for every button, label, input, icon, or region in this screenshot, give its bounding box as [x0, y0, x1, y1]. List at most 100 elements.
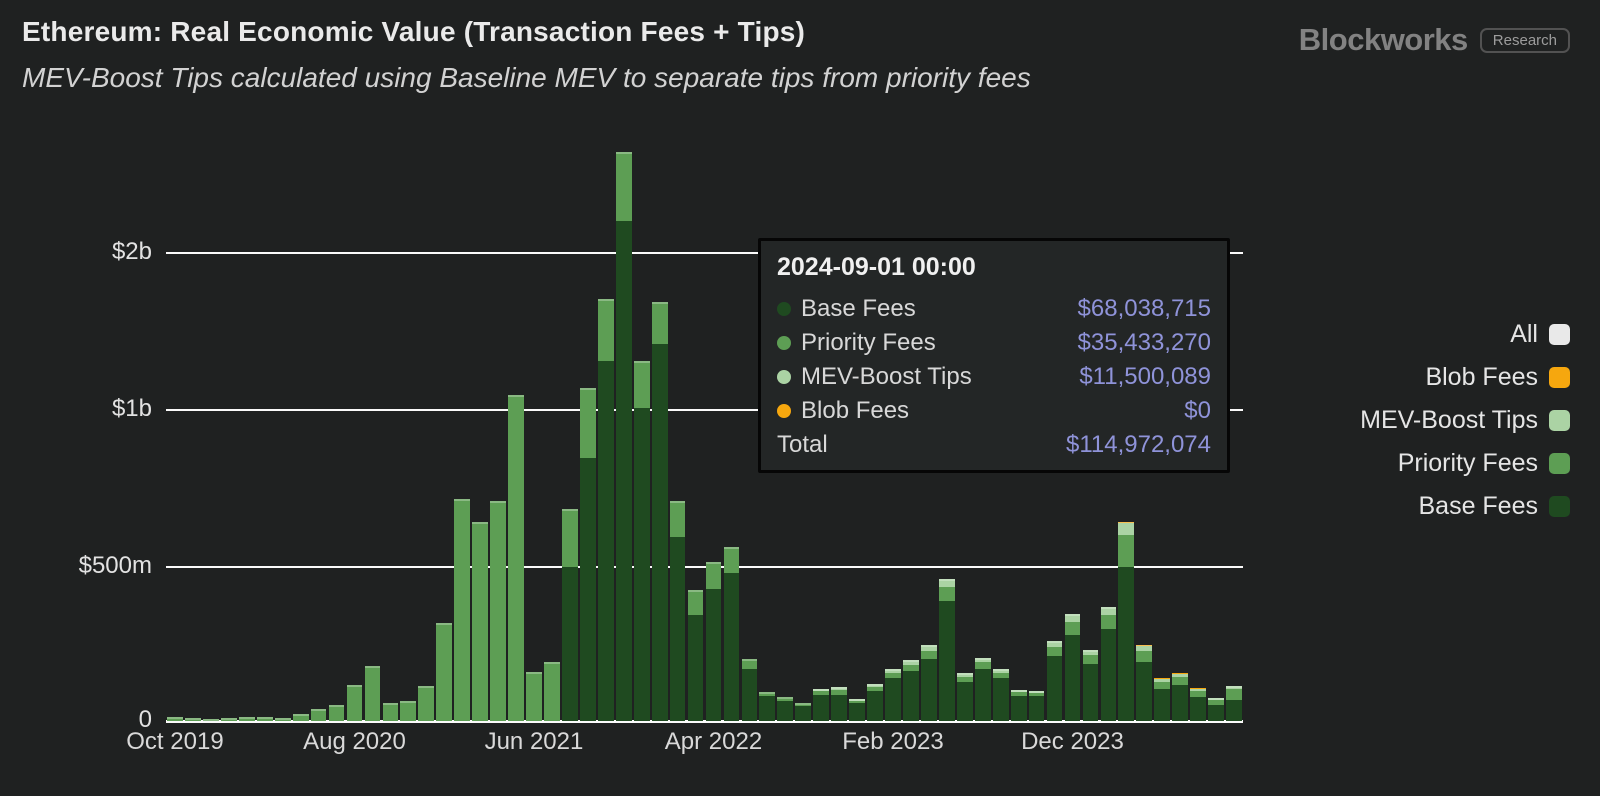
- legend-item-mev-boost-tips[interactable]: MEV-Boost Tips: [1360, 403, 1570, 437]
- segment-priority-2019-12: [203, 718, 219, 721]
- bar-2024-02[interactable]: [1100, 607, 1117, 721]
- bar-2023-02[interactable]: [885, 668, 901, 721]
- bar-2022-06[interactable]: [741, 659, 758, 721]
- bar-2020-12[interactable]: [418, 685, 435, 721]
- segment-base-2024-05: [1154, 688, 1171, 721]
- x-tick-label: Oct 2019: [126, 728, 224, 755]
- gridline-2b: [166, 252, 1243, 254]
- bar-2021-01[interactable]: [436, 623, 453, 721]
- segment-base-2023-07: [974, 669, 991, 721]
- segment-base-2023-05: [938, 600, 955, 721]
- bar-2020-11[interactable]: [400, 700, 417, 721]
- bar-2021-03[interactable]: [472, 521, 488, 721]
- bar-2022-05[interactable]: [723, 547, 740, 721]
- bar-2020-02[interactable]: [238, 716, 255, 721]
- bar-2022-08[interactable]: [777, 696, 794, 721]
- bar-2022-03[interactable]: [687, 590, 704, 721]
- bar-2020-05[interactable]: [292, 714, 309, 721]
- bar-2023-10[interactable]: [1028, 691, 1045, 721]
- segment-base-2022-10: [813, 695, 830, 721]
- segment-base-2022-01: [651, 343, 668, 721]
- bar-2021-10[interactable]: [597, 299, 614, 721]
- bar-2022-04[interactable]: [705, 562, 722, 721]
- legend-item-base-fees[interactable]: Base Fees: [1418, 489, 1570, 523]
- bar-2024-09[interactable]: [1226, 685, 1242, 721]
- segment-priority-2024-02: [1100, 615, 1117, 629]
- bar-2022-01[interactable]: [651, 302, 668, 721]
- research-badge: Research: [1479, 27, 1570, 53]
- segment-priority-2020-11: [400, 700, 417, 721]
- bar-2021-11[interactable]: [615, 151, 632, 721]
- bar-2023-08[interactable]: [992, 668, 1009, 721]
- segment-priority-2024-08: [1208, 700, 1224, 705]
- segment-base-2022-12: [849, 703, 865, 721]
- segment-priority-2020-03: [256, 716, 273, 721]
- bar-2023-11[interactable]: [1046, 640, 1063, 721]
- segment-base-2024-03: [1118, 566, 1135, 721]
- bar-2024-04[interactable]: [1136, 644, 1153, 721]
- bar-2019-11[interactable]: [185, 717, 201, 721]
- legend-item-priority-fees[interactable]: Priority Fees: [1398, 446, 1570, 480]
- segment-priority-2024-07: [1190, 691, 1206, 697]
- bar-2021-09[interactable]: [579, 388, 596, 721]
- bar-2021-06[interactable]: [526, 671, 542, 721]
- segment-base-2024-04: [1136, 662, 1153, 721]
- bar-2022-10[interactable]: [813, 688, 830, 721]
- segment-priority-2024-09: [1226, 689, 1242, 701]
- segment-priority-2020-06: [310, 709, 327, 721]
- bar-2020-07[interactable]: [328, 704, 345, 721]
- segment-priority-2022-01: [651, 302, 668, 344]
- bar-2021-05[interactable]: [508, 394, 524, 721]
- bar-2019-10[interactable]: [167, 717, 183, 721]
- legend-item-all[interactable]: All: [1510, 317, 1570, 351]
- bar-2021-12[interactable]: [633, 361, 650, 721]
- bar-2023-12[interactable]: [1064, 614, 1081, 721]
- bar-2021-02[interactable]: [454, 498, 471, 721]
- bar-2024-01[interactable]: [1082, 650, 1099, 721]
- bar-2020-01[interactable]: [220, 718, 237, 721]
- bar-2023-09[interactable]: [1010, 690, 1027, 721]
- bar-2021-08[interactable]: [562, 508, 578, 721]
- segment-priority-2023-08: [992, 672, 1009, 678]
- bar-2021-07[interactable]: [544, 661, 560, 721]
- bar-2023-07[interactable]: [974, 657, 991, 721]
- bar-2022-12[interactable]: [849, 699, 865, 721]
- bar-2022-09[interactable]: [795, 703, 812, 721]
- bar-2024-06[interactable]: [1172, 672, 1189, 721]
- y-tick-label: $500m: [78, 552, 152, 579]
- tooltip-row-label: Blob Fees: [801, 397, 910, 424]
- y-tick-label: $1b: [111, 395, 152, 422]
- bar-2024-07[interactable]: [1190, 688, 1206, 721]
- segment-base-2023-01: [867, 690, 883, 721]
- segment-base-2023-02: [885, 678, 901, 721]
- bar-2020-04[interactable]: [274, 717, 291, 721]
- bar-2024-08[interactable]: [1208, 697, 1224, 721]
- bar-2022-11[interactable]: [831, 687, 847, 721]
- bar-2023-04[interactable]: [921, 644, 937, 721]
- bar-2024-05[interactable]: [1154, 677, 1171, 721]
- bar-2023-01[interactable]: [867, 684, 883, 721]
- bar-2021-04[interactable]: [490, 500, 506, 721]
- bar-2022-02[interactable]: [669, 500, 686, 721]
- bar-2020-10[interactable]: [382, 702, 399, 721]
- segment-base-2022-03: [687, 615, 704, 721]
- bar-2022-07[interactable]: [759, 692, 776, 721]
- bar-2020-03[interactable]: [256, 716, 273, 721]
- bar-2019-12[interactable]: [203, 718, 219, 721]
- segment-base-2022-09: [795, 705, 812, 721]
- legend-item-blob-fees[interactable]: Blob Fees: [1425, 360, 1570, 394]
- segment-priority-2021-11: [615, 151, 632, 222]
- bar-2020-08[interactable]: [346, 684, 363, 721]
- segment-mev-2022-12: [849, 699, 865, 701]
- bar-2020-09[interactable]: [364, 665, 381, 721]
- bar-2023-05[interactable]: [938, 579, 955, 721]
- bar-2020-06[interactable]: [310, 709, 327, 721]
- segment-base-2022-02: [669, 537, 686, 721]
- bar-2023-03[interactable]: [903, 660, 919, 721]
- bar-2024-03[interactable]: [1118, 521, 1135, 721]
- segment-priority-2020-12: [418, 685, 435, 721]
- tooltip-row-label: MEV-Boost Tips: [801, 363, 972, 390]
- bar-2023-06[interactable]: [956, 672, 973, 721]
- segment-mev-2024-08: [1208, 697, 1224, 701]
- segment-priority-2021-06: [526, 671, 542, 721]
